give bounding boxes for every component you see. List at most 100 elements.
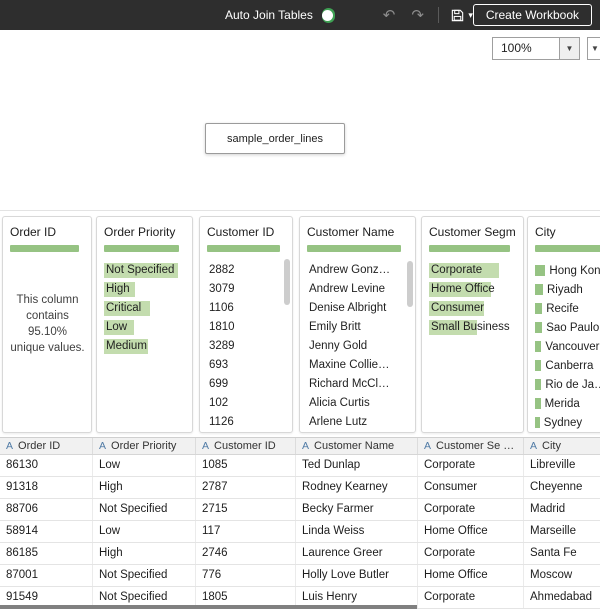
table-row[interactable]: 91318 High 2787 Rodney Kearney Consumer …: [0, 477, 600, 499]
value-list: Not Specified High Critical Low Medium: [104, 261, 186, 356]
value-item[interactable]: Merida: [535, 394, 600, 413]
value-item[interactable]: Maxine Collie…: [309, 359, 390, 371]
quality-bar: [307, 245, 401, 252]
frequency-bar: [104, 263, 178, 278]
value-item[interactable]: Sao Paulo: [535, 318, 600, 337]
profile-card-order-id[interactable]: Order ID This column contains 95.10% uni…: [2, 216, 92, 433]
table-row[interactable]: 86130 Low 1085 Ted Dunlap Corporate Libr…: [0, 455, 600, 477]
profile-card-customer-id[interactable]: Customer ID 2882 3079 1106 1810 3289 693…: [199, 216, 293, 433]
column-header-customer-name[interactable]: A Customer Name: [296, 438, 418, 454]
value-item[interactable]: Home Office: [429, 282, 495, 297]
value-item[interactable]: Arlene Lutz: [309, 416, 368, 428]
frequency-bar: [104, 320, 134, 335]
table-row[interactable]: 88706 Not Specified 2715 Becky Farmer Co…: [0, 499, 600, 521]
table-row[interactable]: 58914 Low 117 Linda Weiss Home Office Ma…: [0, 521, 600, 543]
value-item[interactable]: Sydney: [535, 413, 600, 432]
value-item[interactable]: 102: [209, 397, 229, 409]
undo-icon[interactable]: ↶: [382, 6, 396, 24]
unique-values-note: This column contains 95.10% unique value…: [10, 294, 85, 355]
text-type-icon: A: [202, 440, 210, 452]
value-list: Corporate Home Office Consumer Small Bus…: [429, 261, 517, 337]
value-item[interactable]: Emily Britt: [309, 321, 361, 333]
value-item[interactable]: Adelaide: [535, 432, 600, 433]
value-item[interactable]: Corporate: [429, 261, 517, 280]
frequency-bar: [535, 284, 543, 295]
value-item[interactable]: Rio de Ja…: [535, 375, 600, 394]
toolbar: Auto Join Tables ↶ ↷ ▾ Create Workbook: [0, 0, 600, 30]
profile-card-order-priority[interactable]: Order Priority Not Specified High Critic…: [96, 216, 193, 433]
value-item[interactable]: Critical: [104, 299, 186, 318]
quality-bar: [207, 245, 280, 252]
value-item[interactable]: 2882: [209, 264, 235, 276]
value-item[interactable]: Jenny Gold: [309, 340, 368, 352]
value-item[interactable]: 1810: [209, 321, 235, 333]
quality-bar: [104, 245, 180, 252]
frequency-bar: [535, 398, 541, 409]
value-item[interactable]: Hong Kong: [535, 261, 600, 280]
value-item[interactable]: Denise Albright: [309, 302, 387, 314]
auto-join-toggle[interactable]: [321, 7, 335, 23]
save-dropdown-caret-icon[interactable]: ▾: [468, 9, 473, 20]
frequency-bar: [429, 320, 477, 335]
text-type-icon: A: [99, 440, 107, 452]
frequency-bar: [104, 339, 149, 354]
save-button[interactable]: ▾: [450, 8, 473, 23]
column-header-order-id[interactable]: A Order ID: [0, 438, 93, 454]
table-row[interactable]: 86185 High 2746 Laurence Greer Corporate…: [0, 543, 600, 565]
dataset-node[interactable]: sample_order_lines: [205, 123, 345, 154]
value-item[interactable]: Andrew Levine: [309, 283, 386, 295]
value-list: 2882 3079 1106 1810 3289 693 699 102 112…: [207, 261, 286, 433]
horizontal-scrollbar[interactable]: [0, 605, 417, 609]
clipped-dropdown[interactable]: ▼: [587, 37, 600, 60]
value-item[interactable]: Consumer: [429, 301, 485, 316]
value-item[interactable]: 3079: [209, 283, 235, 295]
chevron-down-icon[interactable]: ▼: [559, 38, 579, 59]
value-item[interactable]: Alicia Curtis: [309, 397, 370, 409]
redo-icon[interactable]: ↷: [411, 6, 424, 24]
preview-table: A Order ID A Order Priority A Customer ID A…: [0, 437, 600, 609]
column-header-customer-id[interactable]: A Customer ID: [196, 438, 296, 454]
column-profile-strip: Order ID This column contains 95.10% uni…: [0, 210, 600, 437]
value-item[interactable]: 1126: [209, 416, 234, 428]
value-item[interactable]: 1106: [209, 302, 234, 314]
value-item[interactable]: Medium: [104, 339, 149, 354]
create-workbook-button[interactable]: Create Workbook: [472, 4, 592, 26]
quality-bar: [10, 245, 79, 252]
frequency-bar: [535, 417, 540, 428]
profile-card-customer-segment[interactable]: Customer Segm… Corporate Home Office Con…: [421, 216, 524, 433]
profile-title: Order ID: [10, 225, 57, 239]
value-item[interactable]: Canberra: [535, 356, 600, 375]
text-type-icon: A: [424, 440, 432, 452]
value-item[interactable]: 693: [209, 359, 229, 371]
profile-card-customer-name[interactable]: Customer Name Andrew Gonz… Andrew Levine…: [299, 216, 416, 433]
zoom-select[interactable]: 100% ▼: [492, 37, 580, 60]
value-item[interactable]: 699: [209, 378, 229, 390]
value-item[interactable]: High: [104, 280, 186, 299]
value-list: Hong Kong Riyadh Recife Sao Paulo Vancou…: [535, 261, 600, 433]
value-item[interactable]: 3289: [209, 340, 235, 352]
value-item[interactable]: 1193: [207, 432, 286, 433]
table-row[interactable]: 87001 Not Specified 776 Holly Love Butle…: [0, 565, 600, 587]
vertical-scrollbar[interactable]: [284, 259, 290, 305]
value-list: Andrew Gonz… Andrew Levine Denise Albrig…: [307, 261, 409, 433]
value-item[interactable]: Vancouver: [535, 337, 600, 356]
text-type-icon: A: [302, 440, 310, 452]
quality-bar: [429, 245, 510, 252]
profile-card-city[interactable]: City Hong Kong Riyadh Recife Sao Paulo V…: [527, 216, 600, 433]
value-item[interactable]: Riyadh: [535, 280, 600, 299]
value-item[interactable]: Bonnie Matt…: [307, 432, 409, 433]
value-item[interactable]: Richard McCl…: [309, 378, 390, 390]
vertical-scrollbar[interactable]: [407, 261, 413, 307]
column-header-customer-segment[interactable]: A Customer Se …: [418, 438, 524, 454]
column-header-city[interactable]: A City: [530, 440, 561, 452]
column-header-order-priority[interactable]: A Order Priority: [93, 438, 196, 454]
value-item[interactable]: Recife: [535, 299, 600, 318]
value-item[interactable]: Small Business: [429, 320, 510, 335]
value-item[interactable]: Andrew Gonz…: [309, 264, 391, 276]
table-header-row: A Order ID A Order Priority A Customer ID A…: [0, 438, 600, 455]
value-item[interactable]: Low: [104, 318, 186, 337]
value-item[interactable]: Not Specified: [104, 261, 186, 280]
zoom-value: 100%: [501, 41, 532, 55]
toggle-knob: [321, 9, 333, 21]
save-floppy-icon: [452, 9, 464, 21]
